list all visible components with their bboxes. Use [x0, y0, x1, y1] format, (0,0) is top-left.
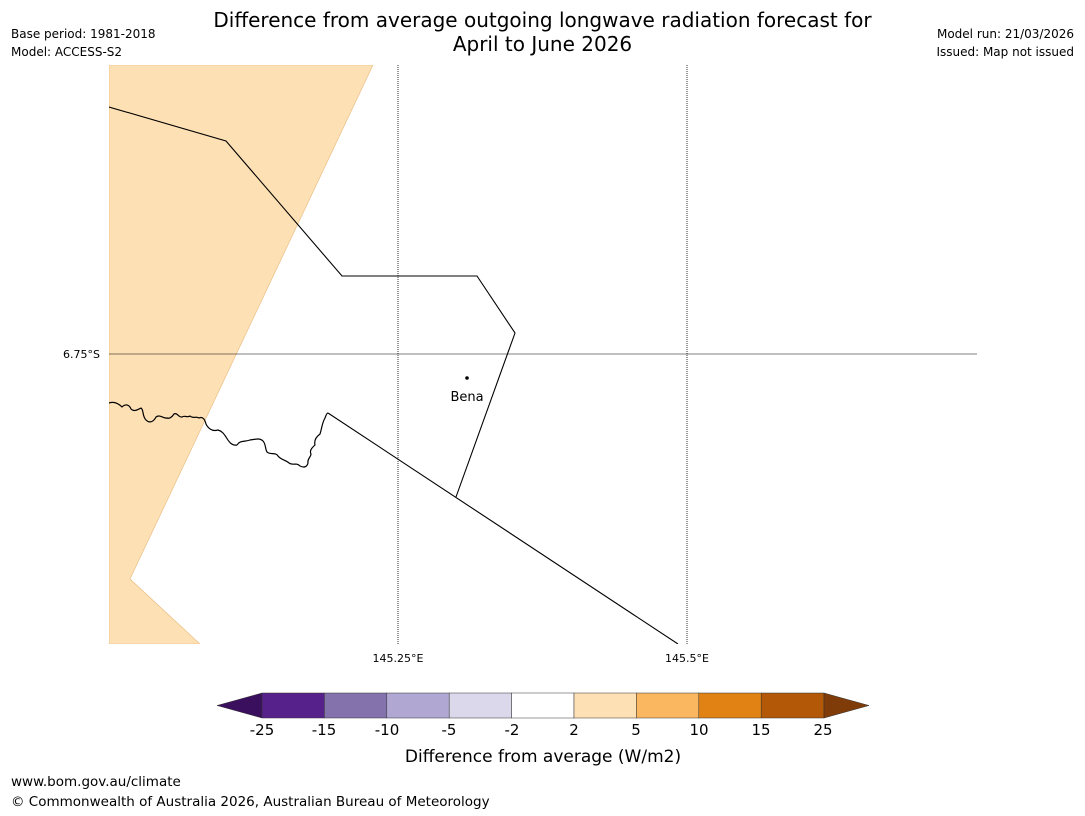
district-boundary: [327, 412, 679, 644]
district-boundary: [109, 106, 516, 498]
colorbar-segment: [511, 692, 575, 719]
anomaly-region: [109, 65, 374, 644]
colorbar: [216, 692, 870, 719]
place-marker: [465, 376, 469, 380]
colorbar-tick: -25: [250, 721, 275, 739]
colorbar-segment: [386, 692, 450, 719]
colorbar-tick: 2: [569, 721, 579, 739]
colorbar-segment: [698, 692, 762, 719]
title-line-2: April to June 2026: [452, 32, 633, 56]
colorbar-tick: -2: [505, 721, 520, 739]
issued-status: Issued: Map not issued: [936, 45, 1074, 59]
latitude-label: 6.75°S: [63, 348, 100, 361]
colorbar-segment: [636, 692, 700, 719]
colorbar-extend-low: [216, 692, 263, 719]
colorbar-tick: -5: [442, 721, 457, 739]
colorbar-tick: 25: [813, 721, 832, 739]
colorbar-title: Difference from average (W/m2): [405, 747, 681, 767]
title-line-1: Difference from average outgoing longwav…: [213, 8, 872, 32]
colorbar-segment: [448, 692, 512, 719]
colorbar-segment: [760, 692, 825, 719]
meta-right: Model run: 21/03/2026 Issued: Map not is…: [936, 25, 1074, 61]
colorbar-tick: 15: [751, 721, 770, 739]
colorbar-tick: 10: [689, 721, 708, 739]
place-label: Bena: [450, 390, 483, 405]
colorbar-tick: -15: [312, 721, 337, 739]
model-run: Model run: 21/03/2026: [936, 27, 1074, 41]
longitude-label: 145.5°E: [665, 652, 709, 665]
colorbar-segment: [324, 692, 388, 719]
footer-url: www.bom.gov.au/climate: [11, 774, 181, 790]
footer-copyright: © Commonwealth of Australia 2026, Austra…: [11, 794, 490, 810]
river-boundary: [109, 401, 329, 468]
map-title: Difference from average outgoing longwav…: [0, 8, 1085, 56]
model-name: Model: ACCESS-S2: [11, 45, 123, 59]
meta-left: Base period: 1981-2018 Model: ACCESS-S2: [11, 25, 156, 61]
colorbar-tick: -10: [375, 721, 400, 739]
colorbar-segment: [261, 692, 325, 719]
colorbar-tick: 5: [631, 721, 641, 739]
base-period: Base period: 1981-2018: [11, 27, 156, 41]
longitude-label: 145.25°E: [373, 652, 424, 665]
colorbar-extend-high: [823, 692, 870, 719]
colorbar-segment: [573, 692, 637, 719]
